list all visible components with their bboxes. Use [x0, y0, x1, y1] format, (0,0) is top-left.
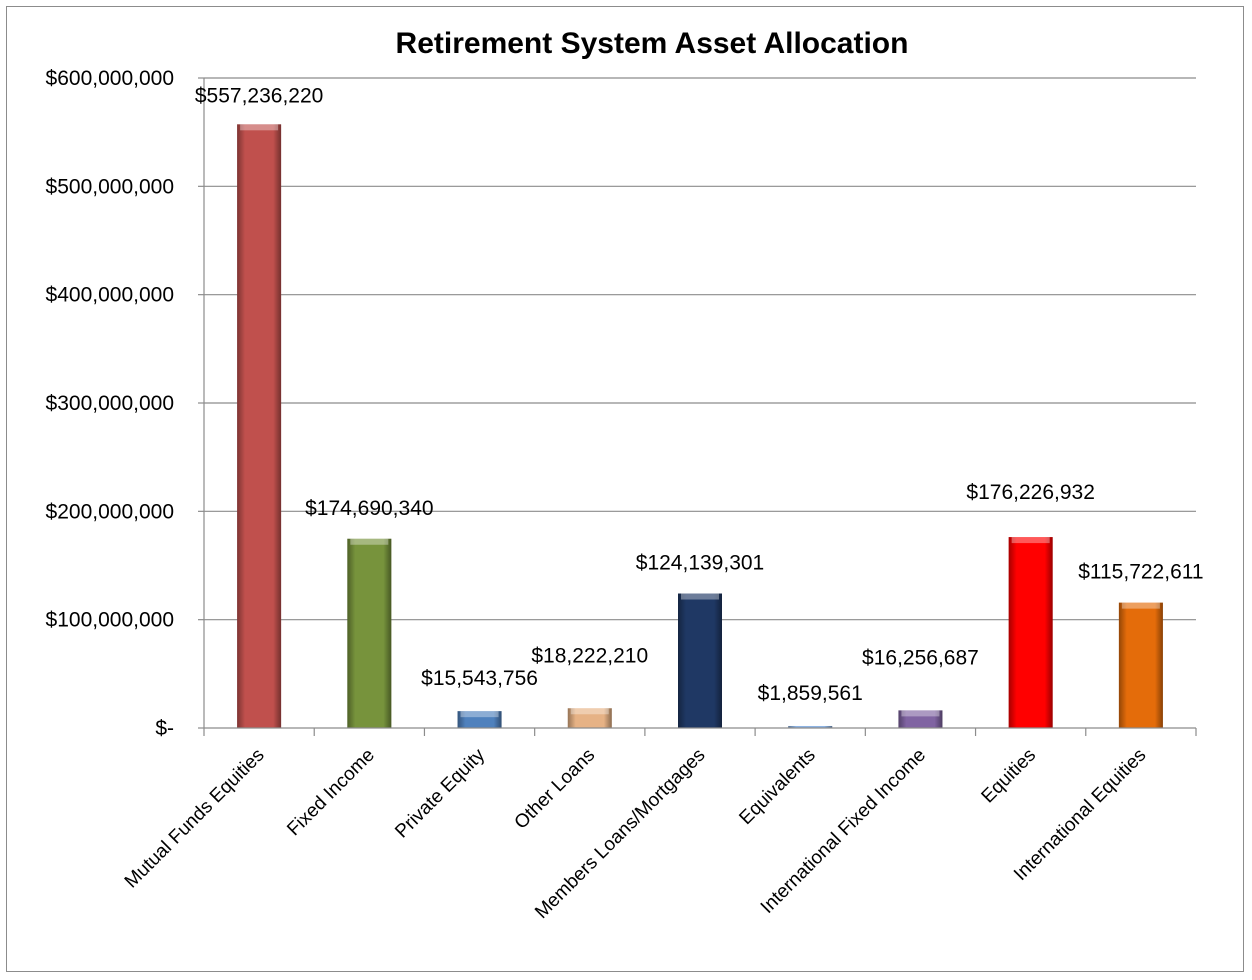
bar-equivalents [788, 725, 833, 728]
bar-fixed-income [347, 538, 392, 728]
data-label: $557,236,220 [195, 84, 323, 107]
bar-shading [1118, 602, 1163, 728]
bar-cap [901, 710, 940, 717]
y-axis: $- $100,000,000 $200,000,000 $300,000,000 $4… [46, 67, 205, 740]
bars [237, 124, 1163, 728]
data-labels: $557,236,220 $174,690,340 $15,543,756$18,2… [195, 84, 1204, 705]
bar-mutual-funds-equities [237, 124, 282, 728]
bar-shading [567, 708, 612, 728]
bar-shading [788, 725, 833, 728]
bar-cap [681, 593, 719, 600]
data-label: $174,690,340 [305, 497, 433, 520]
bar-international-equities [1118, 602, 1163, 728]
data-label: $115,722,611 [1078, 561, 1203, 584]
bar-shading [1008, 537, 1053, 728]
bar-cap [350, 538, 389, 545]
data-label: $1,859,561 [758, 682, 863, 705]
bar-international-fixed-income [898, 710, 943, 728]
bar-other-loans [567, 708, 612, 728]
data-label: $176,226,932 [966, 481, 1094, 504]
chart-frame [6, 6, 1244, 972]
y-tick-label: $300,000,000 [46, 392, 174, 415]
y-tick-label: $600,000,000 [46, 67, 174, 90]
x-tick-label: Private Equity [391, 744, 489, 842]
x-tick-label: Other Loans [511, 745, 600, 834]
bar-equities [1008, 537, 1053, 728]
data-label: $18,222,210 [531, 644, 648, 667]
bar-shading [347, 538, 392, 728]
x-axis: Mutual Funds Equities Fixed Income Private… [121, 727, 1197, 923]
x-tick-label: Equities [978, 745, 1041, 808]
data-label: $16,256,687 [862, 646, 979, 669]
x-tick-label: Fixed Income [283, 745, 378, 840]
y-tick-label: $200,000,000 [46, 500, 174, 523]
y-tick-label: $500,000,000 [46, 175, 174, 198]
chart-title: Retirement System Asset Allocation [396, 27, 909, 60]
data-label: $15,543,756 [421, 667, 538, 690]
bar-cap [1011, 537, 1050, 544]
y-tick-label: $100,000,000 [46, 609, 174, 632]
x-tick-label: Mutual Funds Equities [121, 745, 269, 893]
bar-cap [1121, 602, 1160, 609]
bar-cap [570, 708, 609, 715]
bar-shading [678, 593, 722, 728]
bar-private-equity [457, 711, 502, 728]
y-tick-label: $- [155, 717, 174, 740]
x-tick-label: Equivalents [735, 745, 819, 829]
bar-cap [240, 124, 279, 131]
data-label: $124,139,301 [636, 552, 764, 575]
bar-shading [237, 124, 282, 728]
bar-cap [460, 711, 499, 718]
bar-members-loans-mortgages [678, 593, 722, 728]
bar-shading [457, 711, 502, 728]
bar-shading [898, 710, 943, 728]
y-tick-label: $400,000,000 [46, 284, 174, 307]
